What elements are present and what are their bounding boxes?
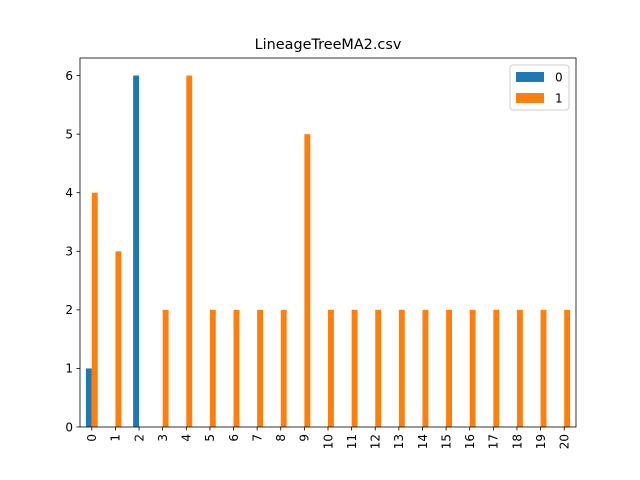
x-axis: 0 1 2 3 4 5 6 7 8 9 10 11 12 13 14 15 16 17 18 19 20 <box>85 427 571 449</box>
bar-series-1-cat-14 <box>422 309 429 427</box>
bar-series-1-cat-17 <box>493 309 500 427</box>
y-axis: 0 1 2 3 4 5 6 <box>65 69 80 434</box>
x-tick-label: 8 <box>274 434 288 442</box>
x-tick-label: 2 <box>132 434 146 442</box>
x-tick-label: 20 <box>557 434 571 449</box>
y-tick-label: 2 <box>65 303 73 317</box>
bar-series-1-cat-16 <box>469 309 476 427</box>
x-tick-label: 19 <box>534 434 548 449</box>
x-tick-label: 0 <box>85 434 99 442</box>
bar-series-1-cat-11 <box>351 309 358 427</box>
x-tick-label: 12 <box>369 434 383 449</box>
bar-series-1-cat-5 <box>209 309 216 427</box>
x-tick-label: 5 <box>203 434 217 442</box>
bar-series-0-cat-2 <box>133 75 140 427</box>
bar-series-1-cat-8 <box>280 309 287 427</box>
x-tick-label: 6 <box>227 434 241 442</box>
x-tick-label: 14 <box>416 434 430 449</box>
legend: 01 <box>509 64 570 111</box>
x-tick-label: 9 <box>298 434 312 442</box>
bar-series-1-cat-15 <box>446 309 452 427</box>
x-tick-label: 17 <box>487 434 501 449</box>
bar-series-1-cat-12 <box>375 309 382 427</box>
bar-series-1-cat-7 <box>257 309 264 427</box>
bar-series-0-cat-0 <box>85 368 92 427</box>
x-tick-label: 15 <box>439 434 453 449</box>
bar-series-1-cat-6 <box>233 309 240 427</box>
bar-series-1-cat-9 <box>304 134 311 427</box>
y-tick-label: 6 <box>65 69 73 83</box>
bar-series-1-cat-4 <box>186 75 193 427</box>
legend-label-0: 0 <box>555 71 563 85</box>
x-tick-label: 3 <box>156 434 170 442</box>
y-tick-label: 0 <box>65 420 73 434</box>
bar-series-1-cat-20 <box>564 309 571 427</box>
bars-group <box>85 75 571 427</box>
bar-series-1-cat-0 <box>91 192 98 427</box>
y-tick-label: 5 <box>65 127 73 141</box>
x-tick-label: 7 <box>250 434 264 442</box>
bar-series-1-cat-18 <box>516 309 523 427</box>
bar-series-1-cat-1 <box>115 251 122 427</box>
plot-frame <box>79 57 577 428</box>
x-tick-label: 4 <box>180 434 194 442</box>
bar-series-1-cat-19 <box>540 309 547 427</box>
x-tick-label: 13 <box>392 434 406 449</box>
legend-label-1: 1 <box>555 92 563 106</box>
legend-swatch-0 <box>516 72 544 82</box>
y-tick-label: 4 <box>65 186 73 200</box>
x-tick-label: 18 <box>510 434 524 449</box>
x-tick-label: 11 <box>345 434 359 449</box>
bar-series-1-cat-3 <box>162 309 169 427</box>
x-tick-label: 10 <box>321 434 335 449</box>
y-tick-label: 1 <box>65 362 73 376</box>
legend-swatch-1 <box>516 93 544 103</box>
bar-series-1-cat-10 <box>328 309 334 427</box>
x-tick-label: 1 <box>109 434 123 442</box>
y-tick-label: 3 <box>65 245 73 259</box>
x-tick-label: 16 <box>463 434 477 449</box>
bar-series-1-cat-13 <box>398 309 405 427</box>
chart-title: LineageTreeMA2.csv <box>255 37 402 53</box>
